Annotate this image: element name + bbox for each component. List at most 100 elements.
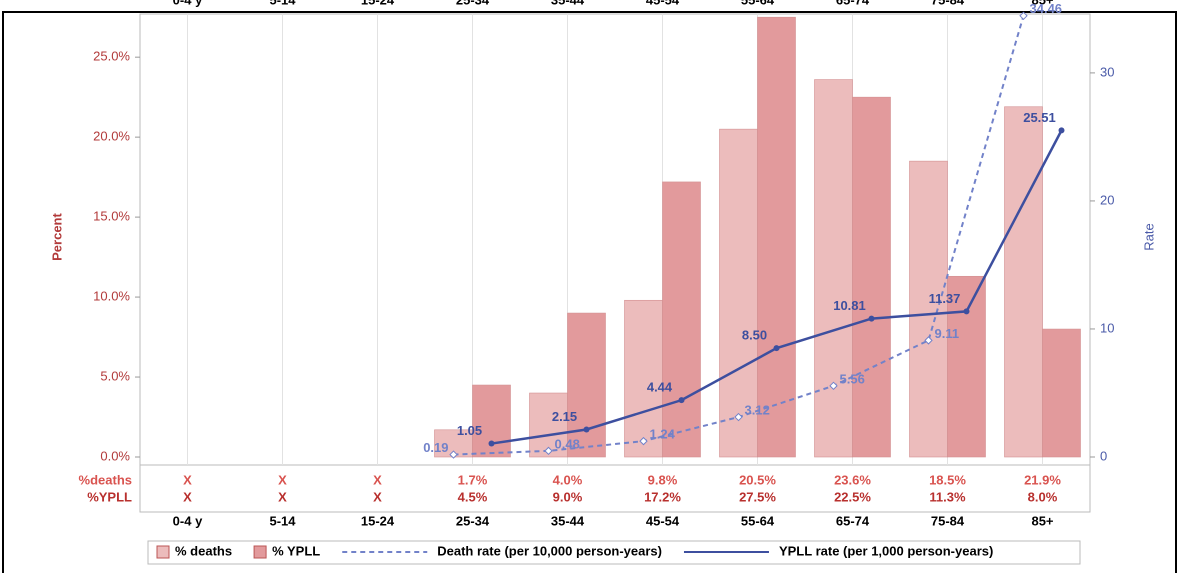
table-cell: X [373, 472, 382, 487]
y-tick-label: 15.0% [93, 209, 130, 224]
table-row-label: %YPLL [87, 489, 132, 504]
x-tick-label-top: 85+ [1031, 0, 1053, 7]
legend-swatch [156, 545, 170, 559]
bar [662, 181, 701, 458]
data-label: 25.51 [1023, 110, 1056, 125]
point [1019, 11, 1028, 20]
data-label: 9.11 [935, 326, 960, 341]
point [773, 345, 780, 352]
point [449, 450, 458, 459]
data-label: 4.44 [647, 380, 673, 395]
table-cell: 20.5% [739, 472, 776, 487]
x-tick-label: 0-4 y [173, 513, 203, 528]
y-tick-label: 10.0% [93, 289, 130, 304]
table-row-label: %deaths [79, 472, 132, 487]
table-cell: X [373, 489, 382, 504]
point [868, 315, 875, 322]
point [829, 381, 838, 391]
table-cell: X [183, 489, 192, 504]
table-cell: 4.5% [458, 489, 488, 504]
point [678, 397, 685, 404]
legend-swatch [253, 545, 267, 559]
data-label: 11.37 [929, 291, 961, 306]
table-cell: 9.0% [553, 489, 583, 504]
point [583, 426, 590, 433]
point [488, 440, 495, 447]
table-cell: 18.5% [929, 472, 966, 487]
x-tick-label-top: 15-24 [361, 0, 395, 7]
bar [852, 96, 891, 458]
point [544, 446, 553, 456]
table-cell: 23.6% [834, 472, 871, 487]
plot-area [139, 13, 1091, 513]
bar [947, 275, 986, 458]
table-cell: 11.3% [929, 489, 966, 504]
legend-label: % YPLL [272, 543, 320, 558]
x-tick-label-top: 35-44 [551, 0, 585, 7]
bar [814, 79, 853, 458]
x-tick-label-top: 0-4 y [173, 0, 203, 7]
bar [1042, 328, 1081, 458]
x-tick-label: 55-64 [741, 513, 775, 528]
x-tick-label-top: 5-14 [269, 0, 296, 7]
bar [529, 392, 568, 458]
data-label: 1.05 [457, 423, 482, 438]
data-label: 5.56 [840, 371, 865, 386]
data-label: 34.46 [1030, 1, 1063, 16]
bar [909, 160, 948, 458]
x-tick-label: 25-34 [456, 513, 490, 528]
y-tick-label: 0.0% [100, 448, 130, 463]
frame [2, 11, 1177, 573]
legend-box [147, 540, 1081, 565]
x-tick-label-top: 75-84 [931, 0, 965, 7]
bar [1004, 106, 1043, 458]
y2-tick-label: 0 [1100, 448, 1107, 463]
x-tick-label: 5-14 [269, 513, 296, 528]
x-tick-label-top: 25-34 [456, 0, 490, 7]
y2-tick-label: 30 [1100, 64, 1114, 79]
table-cell: 27.5% [739, 489, 776, 504]
y-tick-label: 20.0% [93, 129, 130, 144]
legend-label: YPLL rate (per 1,000 person-years) [779, 543, 993, 558]
x-tick-label-top: 65-74 [836, 0, 870, 7]
x-tick-label-top: 45-54 [646, 0, 680, 7]
point [924, 336, 933, 345]
table-cell: X [183, 472, 192, 487]
table-cell: X [278, 472, 287, 487]
data-label: 8.50 [742, 328, 767, 343]
x-tick-label: 35-44 [551, 513, 585, 528]
x-tick-label: 75-84 [931, 513, 965, 528]
x-tick-label: 45-54 [646, 513, 680, 528]
table-cell: 17.2% [644, 489, 681, 504]
bar [567, 312, 606, 458]
table-cell: 4.0% [553, 472, 583, 487]
data-label: 3.12 [745, 402, 770, 417]
data-label: 2.15 [552, 409, 577, 424]
x-tick-label: 65-74 [836, 513, 870, 528]
table-cell: 22.5% [834, 489, 871, 504]
point [963, 308, 970, 315]
bar [757, 16, 796, 458]
table-cell: 1.7% [458, 472, 488, 487]
data-label: 0.19 [423, 440, 448, 455]
y-axis-title: Percent [49, 212, 64, 260]
point [734, 412, 743, 422]
y-tick-label: 25.0% [93, 49, 130, 64]
y2-tick-label: 20 [1100, 192, 1114, 207]
y-tick-label: 5.0% [100, 368, 130, 383]
x-tick-label: 15-24 [361, 513, 395, 528]
data-label: 10.81 [833, 298, 866, 313]
data-label: 0.48 [555, 436, 580, 451]
data-label: 1.24 [650, 427, 676, 442]
y2-axis-title: Rate [1141, 223, 1156, 250]
x-tick-label: 85+ [1031, 513, 1053, 528]
x-tick-label-top: 55-64 [741, 0, 775, 7]
table-cell: X [278, 489, 287, 504]
point [1058, 127, 1065, 134]
point [639, 436, 648, 446]
table-cell: 21.9% [1024, 472, 1061, 487]
legend-label: Death rate (per 10,000 person-years) [437, 543, 662, 558]
legend-label: % deaths [175, 543, 232, 558]
table-cell: 8.0% [1028, 489, 1058, 504]
